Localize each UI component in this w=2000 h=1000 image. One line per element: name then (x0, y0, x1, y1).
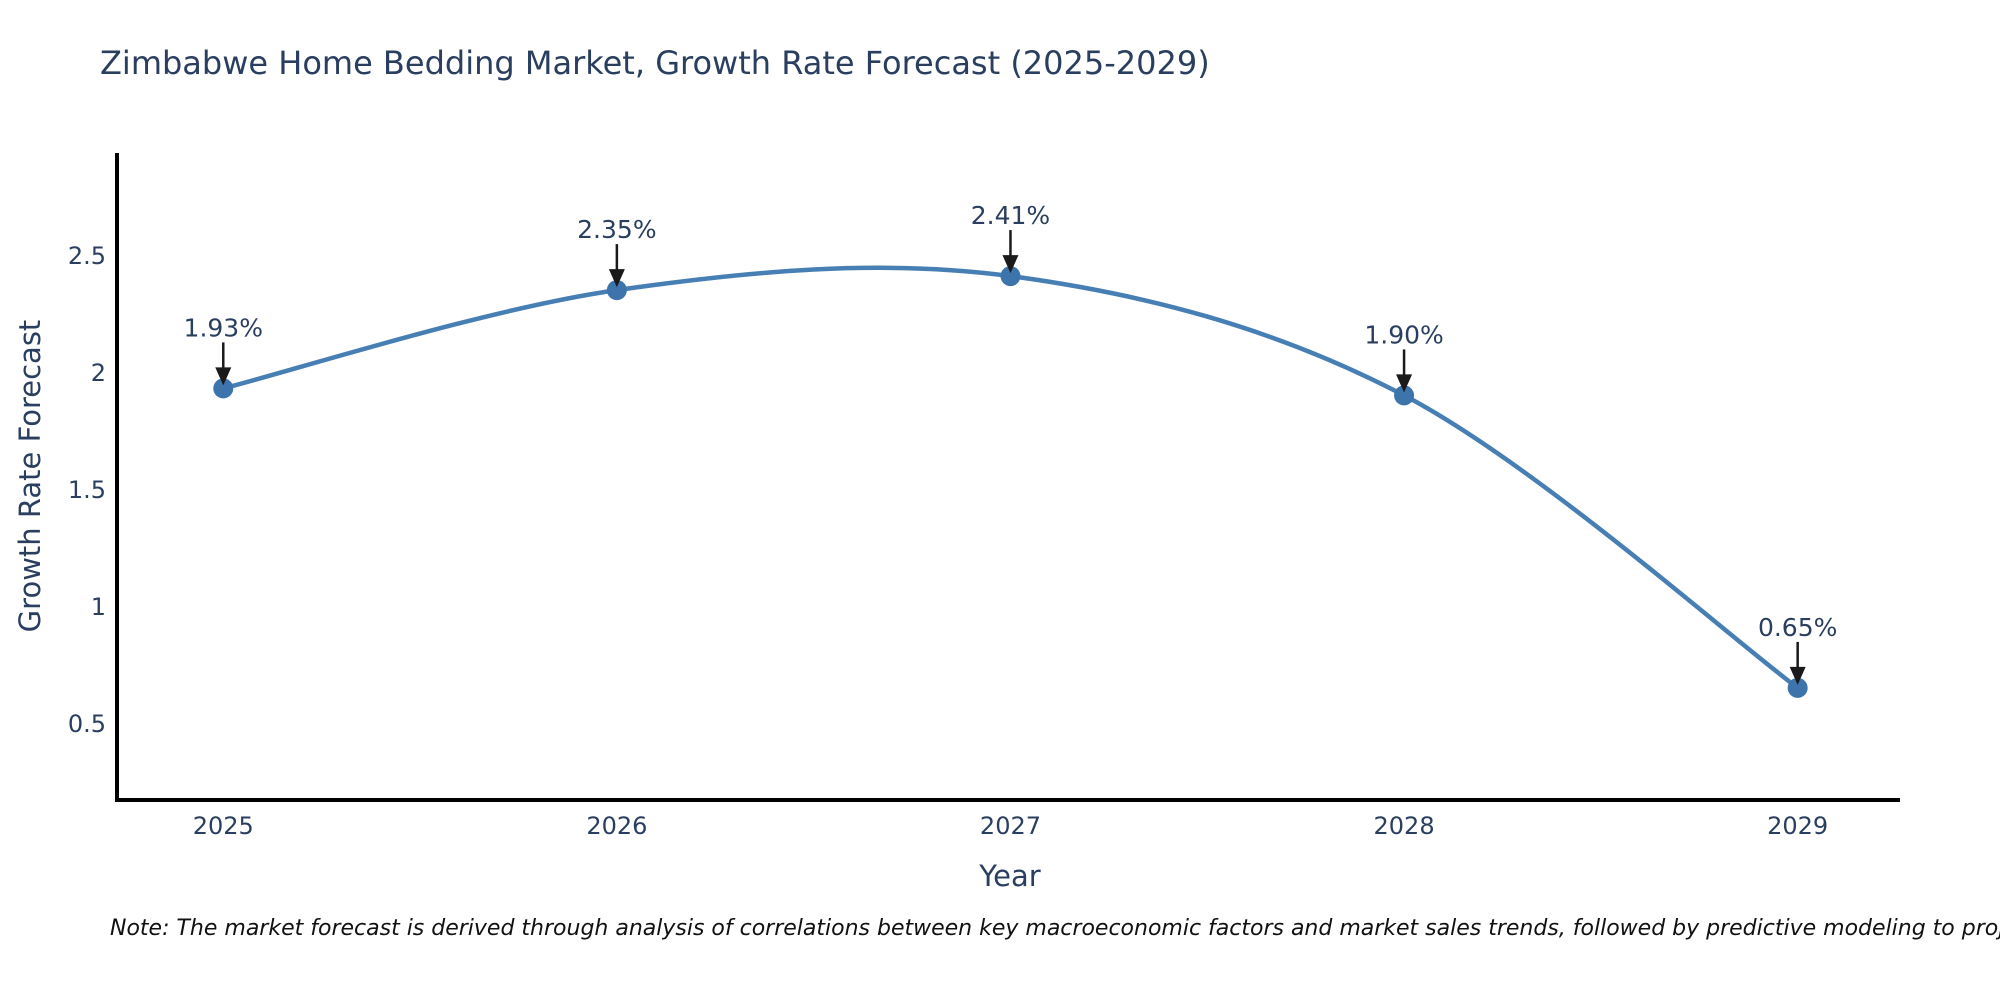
footnote: Note: The market forecast is derived thr… (110, 916, 2000, 941)
forecast-line (222, 265, 1800, 690)
point-label-2027: 2.41% (971, 201, 1050, 230)
x-tick-label-2029: 2029 (1767, 812, 1828, 840)
data-point-marker-2028[interactable] (1394, 385, 1415, 406)
data-point-marker-2026[interactable] (606, 280, 627, 301)
y-tick-label-2: 2 (91, 359, 106, 387)
point-label-2028: 1.90% (1364, 320, 1443, 349)
data-point-marker-2027[interactable] (1000, 266, 1021, 287)
annotation-arrowhead-icon (1789, 666, 1806, 685)
annotation-arrowhead-icon (1396, 374, 1413, 393)
annotation-arrowhead-icon (1002, 255, 1019, 274)
y-tick-label-0.5: 0.5 (68, 710, 106, 738)
x-tick-label-2027: 2027 (980, 812, 1041, 840)
y-tick-label-2.5: 2.5 (68, 242, 106, 270)
annotation-arrowhead-icon (215, 367, 232, 386)
y-tick-label-1: 1 (91, 593, 106, 621)
x-axis-title: Year (979, 859, 1041, 893)
data-point-marker-2025[interactable] (213, 378, 234, 399)
x-tick-label-2026: 2026 (586, 812, 647, 840)
x-tick-label-2028: 2028 (1374, 812, 1435, 840)
point-label-2029: 0.65% (1758, 613, 1837, 642)
y-axis-title: Growth Rate Forecast (13, 319, 47, 633)
data-point-marker-2029[interactable] (1787, 677, 1808, 698)
annotation-arrowhead-icon (608, 269, 625, 288)
x-tick-label-2025: 2025 (193, 812, 254, 840)
chart-title: Zimbabwe Home Bedding Market, Growth Rat… (100, 44, 1210, 82)
axis-lines (115, 153, 1900, 802)
point-label-2026: 2.35% (577, 215, 656, 244)
point-label-2025: 1.93% (184, 313, 263, 342)
y-tick-label-1.5: 1.5 (68, 476, 106, 504)
